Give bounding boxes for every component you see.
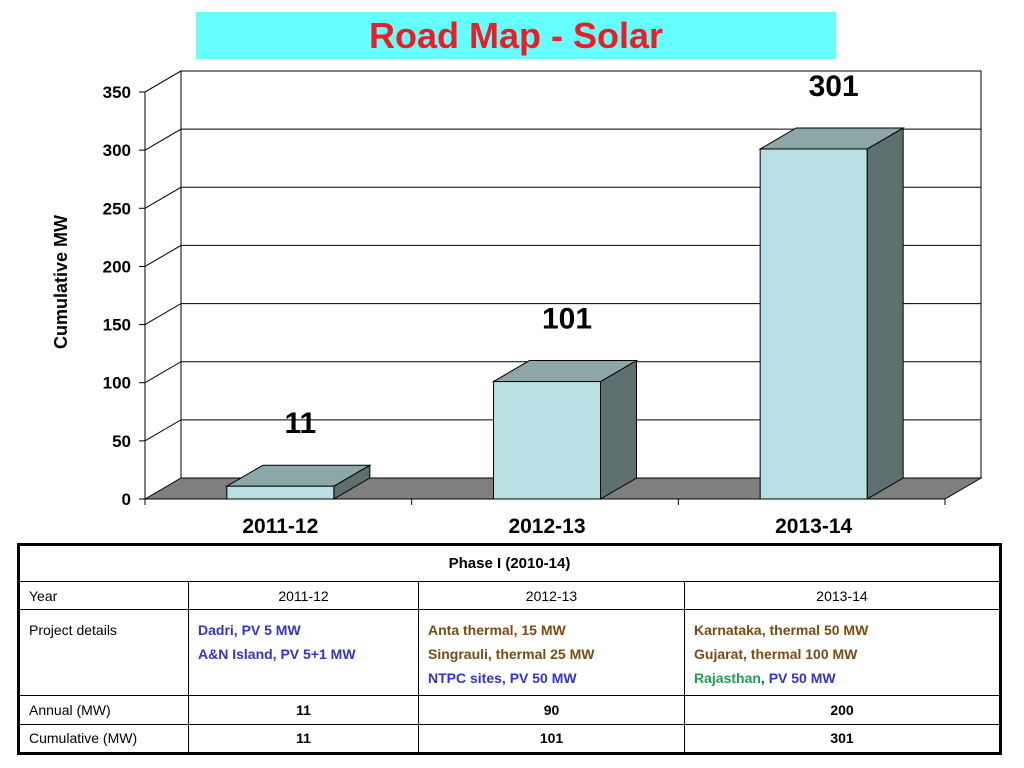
year-cell: 2012-13 [418,580,685,611]
project-details-row: Project details Dadri, PV 5 MW A&N Islan… [18,609,1001,697]
x-tick-label: 2012-13 [508,515,585,538]
bar [491,359,639,500]
annual-label: Annual (MW) [18,695,189,725]
y-tick-label: 100 [103,374,131,393]
x-tick-label: 2013-14 [775,515,852,538]
page-title: Road Map - Solar [368,14,664,56]
y-tick-label: 350 [103,83,131,102]
y-tick-label: 0 [122,490,131,509]
x-tick-label: 2011-12 [242,515,318,538]
y-axis-label: Cumulative MW [51,215,71,349]
cumulative-cell: 301 [684,723,1001,755]
bar [758,127,906,500]
bar [224,464,372,500]
cumulative-cell: 11 [188,723,419,755]
project-detail-place: Rajasthan [694,670,761,687]
year-label: Year [18,580,189,611]
y-tick-label: 200 [103,257,131,276]
title-banner: Road Map - Solar [196,12,836,59]
cumulative-cell: 101 [418,723,685,755]
year-row: Year 2011-12 2012-13 2013-14 [18,580,1001,611]
project-detail: NTPC sites, PV 50 MW [428,670,577,687]
project-detail: Dadri, PV 5 MW [198,622,301,639]
gridline [144,186,981,209]
project-detail: Singrauli, thermal 25 MW [428,646,595,663]
year-cell: 2013-14 [684,580,1001,611]
data-label: 101 [542,303,592,336]
y-tick-label: 50 [112,432,131,451]
bar-front-face [226,485,335,500]
project-details-cell: Anta thermal, 15 MW Singrauli, thermal 2… [418,609,685,697]
gridline [144,128,981,151]
annual-cell: 90 [418,695,685,725]
project-details-cell: Dadri, PV 5 MW A&N Island, PV 5+1 MW [188,609,419,697]
chart-labels: 11 101 301 [284,70,858,440]
gridline [144,70,981,93]
bar-side-face [600,359,637,500]
chart-bars [224,127,906,500]
project-detail: Karnataka, thermal 50 MW [694,622,869,639]
project-detail: Rajasthan, PV 50 MW [694,666,990,690]
project-details-label: Project details [18,609,189,697]
bar-front-face [759,148,868,500]
gridline [144,361,981,384]
project-detail-rest: , PV 50 MW [760,670,836,687]
project-detail: Anta thermal, 15 MW [428,622,566,639]
y-tick-label: 250 [103,199,131,218]
cumulative-row: Cumulative (MW) 11 101 301 [18,723,1001,755]
bar-side-face [866,127,904,500]
y-tick-label: 300 [103,141,131,160]
year-cell: 2011-12 [188,580,419,611]
cumulative-label: Cumulative (MW) [18,723,189,755]
annual-cell: 11 [188,695,419,725]
annual-row: Annual (MW) 11 90 200 [18,695,1001,725]
gridline [144,303,981,326]
annual-cell: 200 [684,695,1001,725]
phase-header-row: Phase I (2010-14) [18,544,1001,582]
project-detail: A&N Island, PV 5+1 MW [198,646,356,663]
y-tick-label: 150 [103,316,131,335]
gridline [144,244,981,267]
phase-header: Phase I (2010-14) [18,544,1001,582]
phase-table: Phase I (2010-14) Year 2011-12 2012-13 2… [17,543,1002,755]
project-details-cell: Karnataka, thermal 50 MW Gujarat, therma… [684,609,1001,697]
chart-axes: 0 50 100 150 200 250 300 350 2011-12 2012-13 2013-… [103,83,946,538]
data-label: 11 [284,407,316,440]
bar-front-face [493,381,601,500]
project-detail: Gujarat, thermal 100 MW [694,646,858,663]
bar-chart: 0 50 100 150 200 250 300 350 2011-12 2012-13 2013-… [51,70,983,538]
data-label: 301 [809,70,859,103]
gridline [144,419,981,442]
